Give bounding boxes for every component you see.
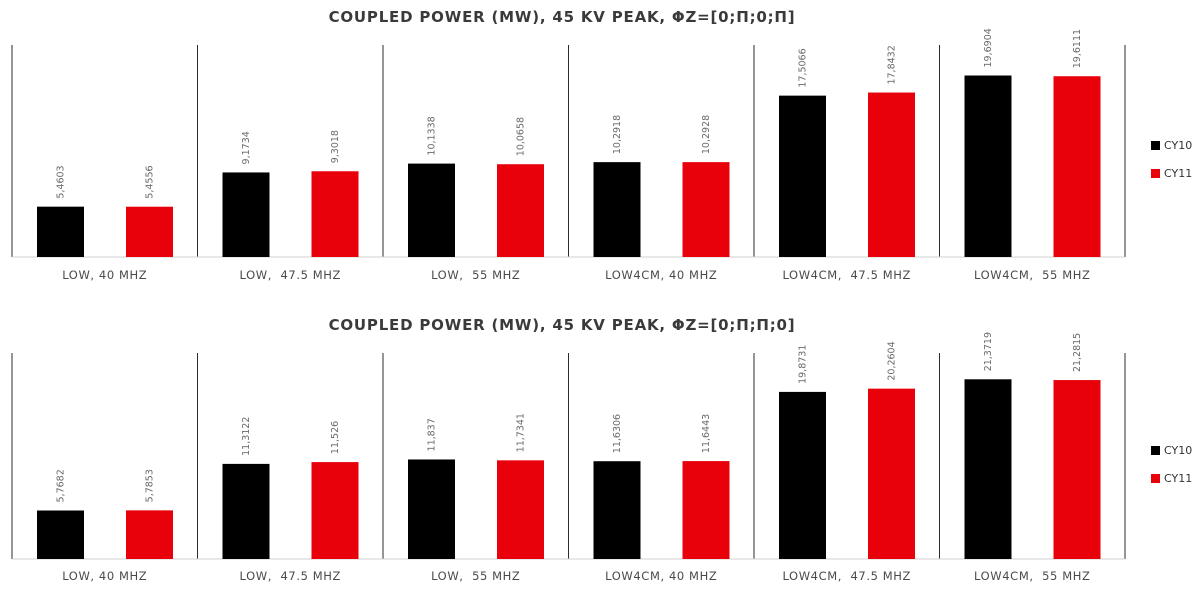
legend-swatch-cy11 — [1151, 169, 1160, 178]
data-label: 21,2815 — [1072, 333, 1083, 372]
category-label: LOW4CM, 55 MHZ — [974, 569, 1090, 583]
chart-title: COUPLED POWER (MW), 45 KV PEAK, ΦZ=[0;Π;… — [329, 8, 796, 26]
bar-cy10 — [964, 379, 1012, 559]
data-label: 10,1338 — [427, 116, 438, 155]
bar-cy11 — [311, 462, 359, 559]
category-label: LOW, 40 MHZ — [62, 268, 147, 282]
chart-top: COUPLED POWER (MW), 45 KV PEAK, ΦZ=[0;Π;… — [0, 0, 1199, 290]
bar-cy11 — [126, 206, 173, 257]
bar-cy11 — [682, 162, 730, 257]
legend-swatch-cy11 — [1151, 474, 1160, 483]
bar-cy10 — [37, 206, 84, 257]
data-label: 19,6111 — [1072, 29, 1083, 68]
data-label: 10,0658 — [516, 117, 527, 156]
bar-cy10 — [779, 391, 826, 559]
data-label: 5,4603 — [56, 165, 67, 198]
bar-cy11 — [126, 510, 173, 559]
bar-cy10 — [408, 163, 455, 257]
data-label: 11,3122 — [241, 417, 252, 456]
category-label: LOW, 40 MHZ — [62, 569, 147, 583]
legend-label: CY11 — [1164, 472, 1192, 485]
category-label: LOW, 47.5 MHZ — [240, 268, 342, 282]
bar-cy11 — [868, 388, 915, 559]
data-label: 11,526 — [330, 421, 341, 454]
chart-title: COUPLED POWER (MW), 45 KV PEAK, ΦZ=[0;Π;… — [329, 316, 796, 334]
chart-top-svg: COUPLED POWER (MW), 45 KV PEAK, ΦZ=[0;Π;… — [11, 8, 1192, 282]
data-label: 17,5066 — [798, 48, 809, 87]
data-label: 9,3018 — [330, 130, 341, 163]
bar-cy10 — [964, 75, 1012, 257]
category-label: LOW4CM, 47.5 MHZ — [782, 268, 911, 282]
data-label: 11,837 — [427, 418, 438, 451]
legend-swatch-cy10 — [1151, 141, 1160, 150]
data-label: 11,6443 — [701, 414, 712, 453]
category-label: LOW, 55 MHZ — [431, 268, 520, 282]
chart-bottom-svg: COUPLED POWER (MW), 45 KV PEAK, ΦZ=[0;Π;… — [11, 316, 1192, 583]
data-label: 9,1734 — [241, 131, 252, 164]
data-label: 5,7682 — [56, 469, 67, 502]
data-label: 10,2918 — [612, 115, 623, 154]
legend-label: CY10 — [1164, 444, 1192, 457]
data-label: 11,7341 — [516, 413, 527, 452]
category-label: LOW, 55 MHZ — [431, 569, 520, 583]
category-label: LOW4CM, 40 MHZ — [605, 268, 717, 282]
category-label: LOW4CM, 40 MHZ — [605, 569, 717, 583]
legend-label: CY10 — [1164, 139, 1192, 152]
bar-cy11 — [868, 92, 915, 257]
bar-cy11 — [1053, 380, 1101, 559]
bar-cy10 — [593, 461, 641, 559]
category-label: LOW4CM, 47.5 MHZ — [782, 569, 911, 583]
bar-cy11 — [682, 461, 730, 559]
data-label: 17,8432 — [887, 45, 898, 84]
data-label: 5,7853 — [145, 469, 156, 502]
bar-cy10 — [37, 510, 84, 559]
data-label: 20,2604 — [887, 341, 898, 380]
bar-cy10 — [593, 162, 641, 257]
data-label: 11,6306 — [612, 414, 623, 453]
bar-cy11 — [1053, 76, 1101, 257]
data-label: 10,2928 — [701, 115, 712, 154]
chart-bottom: COUPLED POWER (MW), 45 KV PEAK, ΦZ=[0;Π;… — [0, 300, 1199, 590]
bar-cy11 — [497, 460, 544, 559]
data-label: 21,3719 — [983, 332, 994, 371]
data-label: 19,6904 — [983, 28, 994, 67]
bar-cy11 — [497, 164, 544, 257]
bar-cy10 — [222, 172, 270, 257]
legend-label: CY11 — [1164, 167, 1192, 180]
data-label: 19,8731 — [798, 345, 809, 384]
bar-cy10 — [408, 459, 455, 559]
bar-cy11 — [311, 171, 359, 257]
category-label: LOW4CM, 55 MHZ — [974, 268, 1090, 282]
data-label: 5,4556 — [145, 165, 156, 198]
legend-swatch-cy10 — [1151, 446, 1160, 455]
bar-cy10 — [222, 463, 270, 559]
bar-cy10 — [779, 95, 826, 257]
category-label: LOW, 47.5 MHZ — [240, 569, 342, 583]
